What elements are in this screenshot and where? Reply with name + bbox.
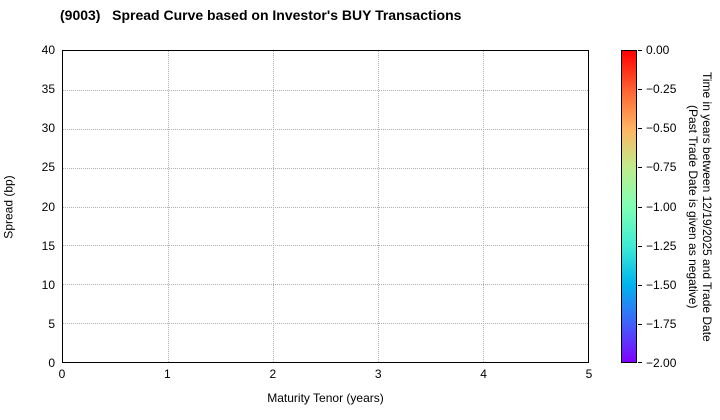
colorbar (621, 50, 637, 363)
x-axis-label: Maturity Tenor (years) (267, 391, 384, 405)
gridline-horizontal (63, 89, 588, 91)
colorbar-tick (638, 284, 642, 286)
gridline-horizontal (63, 284, 588, 286)
colorbar-tick (638, 128, 642, 130)
gridline-horizontal (63, 206, 588, 208)
colorbar-tick-label: −0.50 (646, 121, 677, 136)
colorbar-tick (638, 362, 642, 363)
colorbar-tick-label: −0.25 (646, 82, 677, 97)
x-tick-label: 5 (585, 367, 593, 381)
colorbar-label-line1: Time in years between 12/19/2025 and Tra… (700, 71, 714, 342)
y-tick-label: 10 (41, 277, 55, 292)
plot-area (62, 50, 589, 363)
y-tick-label: 30 (41, 121, 55, 136)
colorbar-tick-label: −0.75 (646, 160, 677, 175)
colorbar-tick (638, 50, 642, 51)
gridline-horizontal (63, 323, 588, 325)
y-tick-label: 0 (48, 356, 55, 370)
y-tick-label: 35 (41, 82, 55, 97)
x-tick-label: 3 (374, 367, 382, 381)
colorbar-tick-label: −1.00 (646, 199, 677, 214)
y-tick-label: 15 (41, 238, 55, 253)
x-tick-label: 1 (164, 367, 171, 381)
y-tick-label: 40 (41, 43, 55, 57)
colorbar-tick-label: −1.50 (646, 277, 677, 292)
colorbar-tick-label: −2.00 (646, 356, 677, 370)
chart-title: (9003) Spread Curve based on Investor's … (60, 7, 462, 23)
gridline-horizontal (63, 128, 588, 130)
x-tick-label: 2 (269, 367, 277, 381)
gridline-horizontal (63, 167, 588, 169)
colorbar-tick-label: 0.00 (646, 43, 670, 57)
colorbar-tick (638, 167, 642, 169)
y-tick-label: 20 (41, 199, 55, 214)
y-tick-label: 25 (41, 160, 55, 175)
colorbar-tick-label: −1.75 (646, 316, 677, 331)
colorbar-tick (638, 323, 642, 325)
y-tick-label: 5 (48, 316, 55, 331)
x-tick-label: 0 (58, 367, 66, 381)
colorbar-tick (638, 245, 642, 247)
colorbar-tick-label: −1.25 (646, 238, 677, 253)
colorbar-tick (638, 206, 642, 208)
colorbar-label: Time in years between 12/19/2025 and Tra… (686, 50, 714, 363)
colorbar-label-line2: (Past Trade Date is given as negative) (686, 104, 700, 309)
colorbar-tick (638, 89, 642, 91)
x-tick-label: 4 (480, 367, 487, 381)
gridline-horizontal (63, 245, 588, 247)
